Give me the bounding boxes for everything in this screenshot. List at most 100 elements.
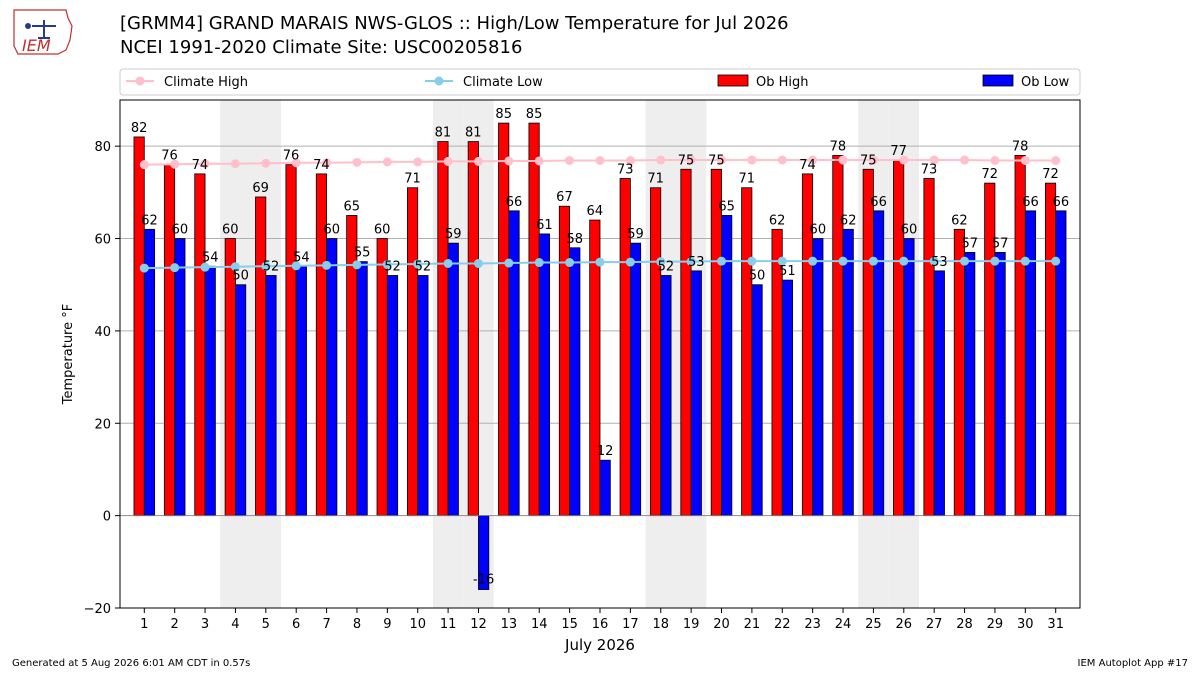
y-tick-label: −20 (84, 602, 111, 617)
ob-low-label: 66 (506, 195, 523, 210)
ob-low-bar (964, 251, 976, 517)
ob-high-label: 71 (738, 172, 755, 187)
climate-high-point (504, 156, 514, 166)
x-tick-label: 20 (713, 617, 730, 632)
y-tick-label: 0 (103, 510, 111, 525)
ob-low-label: 55 (354, 246, 371, 261)
x-tick-label: 21 (744, 617, 761, 632)
x-tick-label: 2 (171, 617, 179, 632)
climate-high-point (230, 159, 240, 169)
climate-high-point (443, 156, 453, 166)
ob-low-bar (295, 265, 307, 517)
climate-high-point (868, 155, 878, 165)
ob-high-label: 75 (860, 153, 877, 168)
climate-high-point (139, 160, 149, 170)
ob-low-bar (356, 261, 368, 517)
climate-high-point (625, 155, 635, 165)
legend-bar-swatch (717, 74, 749, 87)
ob-high-label: 62 (769, 213, 786, 228)
ob-high-label: 78 (1012, 139, 1029, 154)
climate-high-point (565, 155, 575, 165)
ob-low-bar (842, 228, 854, 517)
climate-high-point (170, 159, 180, 169)
climate-low-point (200, 262, 210, 272)
ob-low-bar (660, 275, 672, 517)
ob-low-bar (903, 238, 915, 517)
x-tick-label: 4 (231, 617, 239, 632)
ob-low-bar (1024, 210, 1037, 517)
ob-high-bar (255, 196, 267, 517)
ob-low-label: 52 (415, 259, 432, 274)
legend-marker (434, 76, 444, 86)
ob-low-bar (1055, 210, 1067, 517)
ob-low-label: 51 (779, 264, 796, 279)
climate-low-point (139, 263, 149, 273)
ob-low-label: 60 (172, 223, 189, 238)
x-tick-label: 25 (865, 617, 882, 632)
y-tick-label: 20 (94, 417, 111, 432)
climate-low-point (838, 256, 848, 266)
ob-low-label: 66 (1022, 195, 1039, 210)
climate-low-point (717, 256, 727, 266)
x-tick-label: 26 (896, 617, 913, 632)
climate-low-point (291, 261, 301, 271)
ob-low-bar (812, 238, 824, 517)
x-tick-label: 30 (1017, 617, 1034, 632)
footer-generated: Generated at 5 Aug 2026 6:01 AM CDT in 0… (12, 658, 251, 669)
legend-label: Ob Low (1021, 75, 1070, 90)
ob-low-label: 59 (445, 227, 462, 242)
climate-low-point (230, 262, 240, 272)
ob-low-bar (235, 284, 247, 517)
ob-high-label: 62 (951, 213, 968, 228)
climate-low-point (504, 258, 514, 268)
climate-low-point (565, 258, 575, 268)
climate-high-point (808, 155, 818, 165)
ob-low-label: -16 (473, 573, 494, 588)
ob-high-label: 75 (708, 153, 725, 168)
x-tick-label: 19 (683, 617, 700, 632)
ob-high-bar (437, 141, 449, 517)
ob-low-label: 66 (870, 195, 887, 210)
ob-low-bar (690, 270, 702, 517)
ob-high-label: 60 (374, 223, 391, 238)
ob-high-label: 73 (617, 163, 634, 178)
ob-low-label: 54 (202, 250, 219, 265)
ob-high-bar (528, 122, 540, 517)
ob-high-label: 73 (921, 163, 938, 178)
ob-high-bar (710, 168, 722, 517)
climate-low-point (261, 261, 271, 271)
ob-high-bar (376, 238, 388, 517)
ob-low-label: 52 (384, 259, 401, 274)
ob-high-bar (498, 122, 510, 517)
footer-app-label: IEM Autoplot App #17 (1077, 658, 1188, 669)
climate-high-point (686, 155, 696, 165)
climate-low-point (413, 259, 423, 269)
climate-low-point (747, 256, 757, 266)
climate-high-point (1051, 155, 1061, 165)
x-tick-label: 13 (501, 617, 518, 632)
iem-logo: IEM (13, 9, 73, 55)
ob-high-label: 71 (404, 172, 421, 187)
ob-low-label: 57 (992, 236, 1009, 251)
ob-high-label: 85 (526, 107, 543, 122)
climate-high-point (200, 159, 210, 169)
x-tick-label: 5 (262, 617, 270, 632)
ob-low-label: 60 (810, 223, 827, 238)
ob-high-bar (650, 187, 662, 517)
ob-high-label: 65 (344, 199, 361, 214)
x-tick-label: 12 (470, 617, 487, 632)
ob-high-label: 75 (678, 153, 695, 168)
ob-high-label: 60 (222, 223, 239, 238)
climate-low-point (777, 256, 787, 266)
ob-high-label: 81 (465, 126, 482, 141)
climate-low-point (443, 258, 453, 268)
legend-label: Climate Low (463, 75, 543, 90)
legend: Climate High Climate Low Ob High Ob Low (119, 68, 1081, 96)
ob-low-label: 57 (961, 236, 978, 251)
ob-high-label: 85 (495, 107, 512, 122)
ob-high-bar (741, 187, 753, 517)
ob-high-label: 81 (435, 126, 452, 141)
ob-low-bar (265, 275, 277, 517)
legend-bar-swatch (982, 74, 1014, 87)
ob-high-label: 77 (890, 144, 907, 159)
